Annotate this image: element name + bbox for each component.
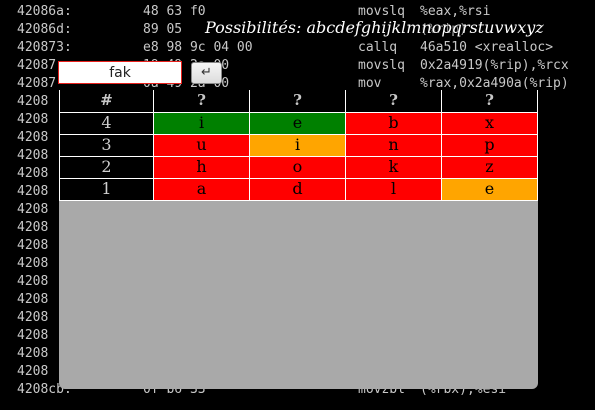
letter-cell: p (442, 135, 538, 157)
letter-cell: x (442, 113, 538, 135)
terminal-address: 42086a: (17, 4, 72, 19)
terminal-bytes: 48 63 f0 (143, 4, 206, 19)
terminal-address: 4208 (17, 292, 49, 307)
terminal-address: 4208 (17, 130, 49, 145)
row-number: 1 (59, 179, 154, 201)
terminal-address: 42087 (17, 76, 57, 91)
terminal-operands: %rax,0x2a490a(%rip) (420, 76, 569, 91)
terminal-address: 4208 (17, 256, 49, 271)
letter-cell: d (250, 179, 346, 201)
terminal-operands: 46a510 <xrealloc> (420, 40, 554, 55)
letter-cell: a (154, 179, 250, 201)
row-number: 2 (59, 157, 154, 179)
terminal-bytes: e8 98 9c 04 00 (143, 40, 253, 55)
terminal-bytes: 89 05 (143, 22, 183, 37)
guess-input[interactable] (58, 61, 182, 84)
letter-cell: u (154, 135, 250, 157)
terminal-address: 42086d: (17, 22, 72, 37)
guess-row: 1 a d l e (59, 179, 538, 201)
letter-cell: i (250, 135, 346, 157)
letter-cell: k (346, 157, 442, 179)
terminal-mnemonic: mov (358, 76, 382, 91)
guess-grid: # ? ? ? ? 4 i e b x 3 u i n p 2 h o k z (59, 90, 538, 201)
terminal-address: 4208 (17, 112, 49, 127)
terminal-mnemonic: callq (358, 40, 398, 55)
possibilities-title: Possibilités: abcdefghijklmnopqrstuvwxyz (205, 18, 544, 37)
terminal-operands: %eax,%rsi (420, 4, 491, 19)
guess-row: 3 u i n p (59, 135, 538, 157)
header-number: # (59, 90, 154, 113)
terminal-mnemonic: movslq (358, 58, 405, 73)
terminal-address: 4208 (17, 184, 49, 199)
terminal-address: 4208 (17, 220, 49, 235)
row-number: 4 (59, 113, 154, 135)
terminal-address: 4208 (17, 94, 49, 109)
letter-cell: o (250, 157, 346, 179)
guess-row: 2 h o k z (59, 157, 538, 179)
letter-cell: z (442, 157, 538, 179)
letter-cell: b (346, 113, 442, 135)
letter-cell: l (346, 179, 442, 201)
terminal-address: 4208 (17, 202, 49, 217)
grid-header-row: # ? ? ? ? (59, 90, 538, 113)
game-panel: # ? ? ? ? 4 i e b x 3 u i n p 2 h o k z (59, 90, 538, 389)
row-number: 3 (59, 135, 154, 157)
terminal-operands: (%rip) (420, 22, 467, 37)
terminal-address: 420873: (17, 40, 72, 55)
terminal-address: 4208 (17, 364, 49, 379)
terminal-operands: 0x2a4919(%rip),%rcx (420, 58, 569, 73)
header-position-2: ? (250, 90, 346, 113)
terminal-address: 4208 (17, 274, 49, 289)
terminal-address: 4208 (17, 148, 49, 163)
terminal-address: 4208 (17, 166, 49, 181)
letter-cell: n (346, 135, 442, 157)
terminal-address: 4208 (17, 328, 49, 343)
letter-cell: e (250, 113, 346, 135)
letter-cell: e (442, 179, 538, 201)
terminal-address: 42087 (17, 58, 57, 73)
letter-cell: h (154, 157, 250, 179)
header-position-1: ? (154, 90, 250, 113)
letter-cell: i (154, 113, 250, 135)
terminal-address: 4208 (17, 346, 49, 361)
guess-row: 4 i e b x (59, 113, 538, 135)
terminal-address: 4208cb: (17, 382, 72, 397)
terminal-mnemonic: movslq (358, 4, 405, 19)
terminal-address: 4208 (17, 238, 49, 253)
header-position-4: ? (442, 90, 538, 113)
header-position-3: ? (346, 90, 442, 113)
terminal-address: 4208 (17, 310, 49, 325)
submit-button[interactable]: ↵ (191, 62, 222, 84)
